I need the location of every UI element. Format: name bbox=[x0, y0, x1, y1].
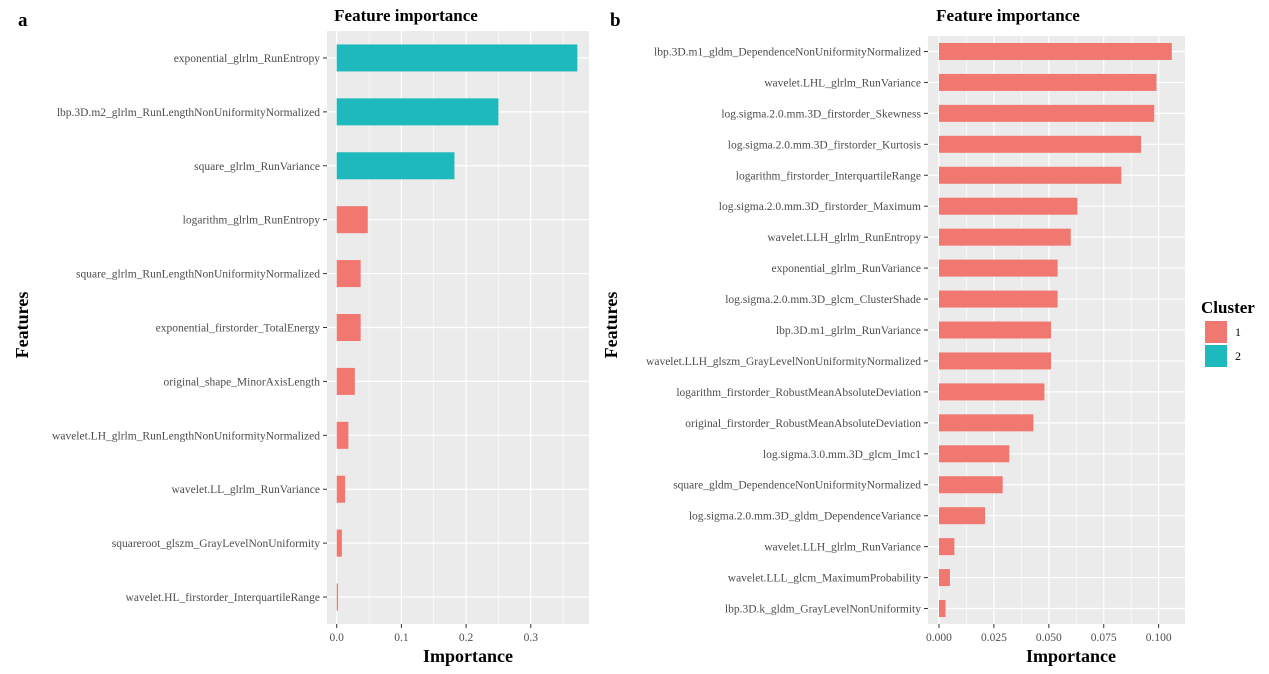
panel-b-y-tick-label: logarithm_firstorder_InterquartileRange bbox=[736, 170, 921, 182]
panel-b-bar bbox=[938, 507, 986, 525]
panel-b-bar bbox=[938, 569, 950, 587]
panel-a-y-tick-label: square_glrlm_RunVariance bbox=[194, 161, 320, 173]
panel-a-bar bbox=[336, 367, 355, 395]
panel-b-y-tick-label: logarithm_firstorder_RobustMeanAbsoluteD… bbox=[676, 387, 921, 399]
panel-a-bar bbox=[336, 475, 346, 503]
panel-a-bar bbox=[336, 314, 361, 341]
panel-b-bar bbox=[938, 228, 1071, 246]
panel-a-y-tick-label: lbp.3D.m2_glrlm_RunLengthNonUniformityNo… bbox=[57, 107, 320, 119]
panel-b-plot: lbp.3D.m1_gldm_DependenceNonUniformityNo… bbox=[646, 36, 1185, 644]
panel-a-x-tick-label: 0.3 bbox=[524, 632, 539, 644]
panel-a-y-axis-title: Features bbox=[12, 292, 32, 359]
panel-b-bar bbox=[938, 73, 1157, 91]
panel-a-bar bbox=[336, 260, 361, 288]
panel-b-x-axis-title: Importance bbox=[1026, 646, 1116, 666]
panel-b-y-tick-label: wavelet.LLH_glrlm_RunVariance bbox=[764, 542, 921, 554]
panel-a-x-axis-title: Importance bbox=[423, 646, 513, 666]
panel-b-bar bbox=[938, 352, 1052, 370]
panel-b-y-axis-title: Features bbox=[601, 292, 621, 359]
panel-b-y-tick-label: square_gldm_DependenceNonUniformityNorma… bbox=[673, 480, 921, 492]
panel-a-y-tick-label: original_shape_MinorAxisLength bbox=[163, 376, 320, 388]
panel-a-letter: a bbox=[18, 10, 28, 31]
panel-a-bar bbox=[336, 98, 499, 126]
panel-b-bar bbox=[938, 135, 1142, 153]
panel-a-y-tick-label: squareroot_glszm_GrayLevelNonUniformity bbox=[112, 538, 320, 550]
legend: Cluster 1 2 bbox=[1201, 298, 1255, 367]
panel-a-bar bbox=[336, 44, 578, 72]
panel-b-bar bbox=[938, 104, 1155, 122]
panel-a-y-tick-label: logarithm_glrlm_RunEntropy bbox=[183, 215, 321, 227]
legend-swatch-1 bbox=[1205, 321, 1227, 343]
panel-b-bar bbox=[938, 290, 1058, 308]
legend-label-1: 1 bbox=[1235, 325, 1241, 339]
panel-b-y-tick-label: log.sigma.2.0.mm.3D_firstorder_Kurtosis bbox=[728, 139, 922, 151]
panel-b-y-tick-label: log.sigma.2.0.mm.3D_firstorder_Maximum bbox=[719, 201, 921, 213]
panel-b-y-tick-label: log.sigma.2.0.mm.3D_glcm_ClusterShade bbox=[725, 294, 921, 306]
panel-b-y-tick-label: exponential_glrlm_RunVariance bbox=[772, 263, 921, 275]
panel-b-x-tick-label: 0.025 bbox=[981, 632, 1007, 644]
panel-a-plot: exponential_glrlm_RunEntropy lbp.3D.m2_gl… bbox=[52, 31, 589, 644]
panel-b-bar bbox=[938, 383, 1045, 401]
legend-label-2: 2 bbox=[1235, 349, 1241, 363]
panel-b-y-tick-label: lbp.3D.k_gldm_GrayLevelNonUniformity bbox=[725, 604, 921, 616]
panel-a-y-tick-label: exponential_firstorder_TotalEnergy bbox=[156, 323, 321, 335]
panel-a-x-tick-label: 0.2 bbox=[459, 632, 474, 644]
panel-b-y-tick-label: lbp.3D.m1_gldm_DependenceNonUniformityNo… bbox=[654, 46, 921, 58]
panel-b-y-tick-label: log.sigma.2.0.mm.3D_gldm_DependenceVaria… bbox=[689, 511, 921, 523]
panel-b-letter: b bbox=[610, 10, 621, 31]
panel-b-y-tick-label: wavelet.LLL_glcm_MaximumProbability bbox=[728, 573, 921, 585]
panel-b-x-tick-label: 0.075 bbox=[1091, 632, 1117, 644]
panel-b-x-tick-label: 0.050 bbox=[1036, 632, 1062, 644]
legend-title: Cluster bbox=[1201, 298, 1255, 317]
panel-a-y-tick-label: square_glrlm_RunLengthNonUniformityNorma… bbox=[76, 269, 320, 281]
panel-b-y-tick-label: original_firstorder_RobustMeanAbsoluteDe… bbox=[685, 418, 921, 430]
panel-a-y-tick-label: exponential_glrlm_RunEntropy bbox=[174, 53, 321, 65]
panel-b-bar bbox=[938, 42, 1172, 60]
panel-b-y-tick-label: log.sigma.2.0.mm.3D_firstorder_Skewness bbox=[721, 108, 921, 120]
panel-b-bar bbox=[938, 259, 1058, 277]
panel-a-x-tick-label: 0.1 bbox=[394, 632, 409, 644]
panel-b-x-tick-label: 0.100 bbox=[1146, 632, 1172, 644]
panel-a-title: Feature importance bbox=[334, 6, 478, 25]
panel-b-bar bbox=[938, 538, 955, 556]
panel-b-bar bbox=[938, 445, 1010, 463]
panel-b-bar bbox=[938, 321, 1052, 339]
panel-b-bar bbox=[938, 197, 1078, 215]
panel-a-y-tick-label: wavelet.LL_glrlm_RunVariance bbox=[172, 484, 321, 496]
panel-b-title: Feature importance bbox=[936, 6, 1080, 25]
panel-a-bar bbox=[336, 583, 338, 611]
legend-swatch-2 bbox=[1205, 345, 1227, 367]
panel-b-y-tick-label: log.sigma.3.0.mm.3D_glcm_Imc1 bbox=[763, 449, 921, 461]
panel-b-y-tick-label: lbp.3D.m1_glrlm_RunVariance bbox=[776, 325, 921, 337]
panel-b-x-tick-label: 0.000 bbox=[926, 632, 952, 644]
panel-a-bar bbox=[336, 206, 368, 234]
panel-a-bar bbox=[336, 529, 342, 557]
panel-b-y-tick-label: wavelet.LLH_glrlm_RunEntropy bbox=[767, 232, 921, 244]
panel-b-bar bbox=[938, 600, 946, 618]
panel-a-y-tick-label: wavelet.LH_glrlm_RunLengthNonUniformityN… bbox=[52, 430, 320, 442]
panel-b-bar bbox=[938, 166, 1122, 184]
panel-a-bar bbox=[336, 421, 349, 449]
panel-b-bar bbox=[938, 476, 1003, 494]
panel-a-y-tick-label: wavelet.HL_firstorder_InterquartileRange bbox=[126, 592, 320, 604]
panel-a-x-tick-label: 0.0 bbox=[330, 632, 345, 644]
panel-b-y-tick-label: wavelet.LLH_glszm_GrayLevelNonUniformity… bbox=[646, 356, 921, 368]
panel-b-bar bbox=[938, 414, 1034, 432]
panel-b-y-tick-label: wavelet.LHL_glrlm_RunVariance bbox=[764, 77, 921, 89]
panel-a-bar bbox=[336, 152, 455, 180]
